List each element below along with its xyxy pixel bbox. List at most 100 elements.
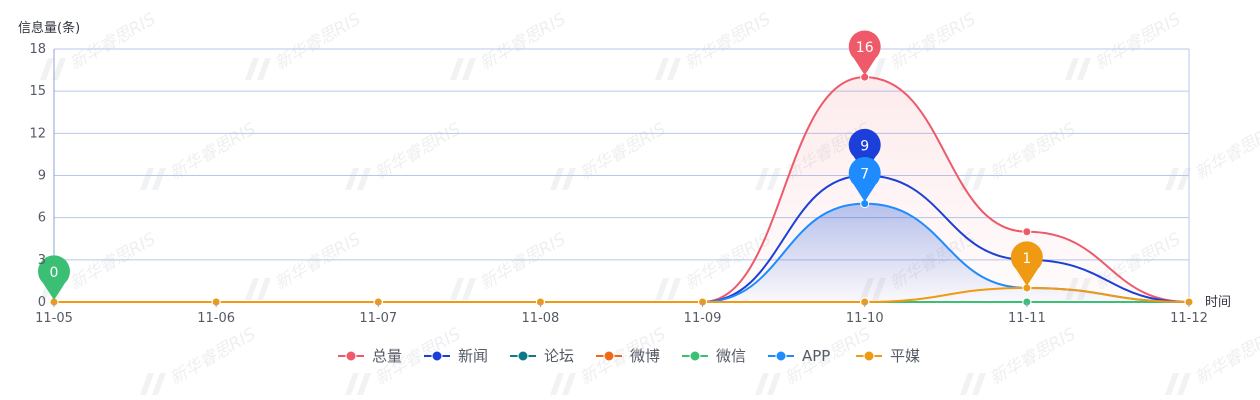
y-tick-label: 6: [38, 211, 46, 226]
legend-label: APP: [802, 347, 830, 365]
watermark-text: 新华睿思RIS: [1192, 324, 1260, 389]
y-tick-label: 9: [38, 169, 46, 184]
legend-dot-icon: [775, 350, 787, 362]
watermark-text: 新华睿思RIS: [682, 9, 775, 74]
pin-label: 1: [1022, 251, 1031, 267]
watermark-text: 新华睿思RIS: [67, 9, 160, 74]
annotation-pin: 16: [848, 30, 881, 76]
watermark-logo-icon: [655, 58, 681, 80]
legend-item[interactable]: APP: [768, 347, 830, 365]
watermark-text: 新华睿思RIS: [577, 119, 670, 184]
watermark-logo-icon: [960, 168, 986, 190]
pin-marker-icon: [848, 128, 881, 174]
x-tick-label: 11-06: [197, 311, 235, 326]
watermark-logo-icon: [140, 168, 166, 190]
y-tick-label: 3: [38, 253, 46, 268]
watermark-logo-icon: [1165, 168, 1191, 190]
legend-dot-icon: [603, 350, 615, 362]
pin-label: 0: [50, 265, 59, 281]
watermark-logo-icon: [245, 278, 271, 300]
legend-label: 微博: [630, 347, 660, 365]
data-point[interactable]: [1022, 227, 1032, 237]
annotation-pin: 0: [37, 255, 70, 300]
x-axis-title: 时间: [1205, 295, 1231, 310]
x-tick-label: 11-09: [684, 311, 722, 326]
legend-dot-icon: [345, 350, 357, 362]
watermark-text: 新华睿思RIS: [477, 9, 570, 74]
watermark-logo-icon: [755, 168, 781, 190]
watermark-text: 新华睿思RIS: [887, 9, 980, 74]
watermark-logo-icon: [550, 168, 576, 190]
series-area: [54, 203, 1189, 302]
watermark: 新华睿思RIS: [1165, 119, 1260, 190]
watermark-logo-icon: [1165, 373, 1191, 395]
legend-item[interactable]: 总量: [338, 347, 402, 365]
watermark: 新华睿思RIS: [345, 119, 464, 190]
annotation-pin: 7: [848, 156, 881, 202]
x-tick-label: 11-12: [1170, 311, 1208, 326]
watermark: 新华睿思RIS: [450, 229, 569, 300]
watermark-logo-icon: [960, 373, 986, 395]
x-tick-label: 11-10: [846, 311, 884, 326]
pin-marker-icon: [848, 30, 881, 76]
watermark-text: 新华睿思RIS: [272, 229, 365, 294]
watermark-logo-icon: [450, 278, 476, 300]
watermark: 新华睿思RIS: [140, 324, 259, 395]
watermark: 新华睿思RIS: [1165, 324, 1260, 395]
watermark-text: 新华睿思RIS: [1092, 9, 1185, 74]
y-tick-label: 0: [38, 295, 46, 310]
annotation-pin: 9: [848, 128, 881, 174]
legend-label: 总量: [372, 347, 402, 365]
watermark-logo-icon: [755, 373, 781, 395]
legend-item[interactable]: 新闻: [424, 347, 488, 365]
pin-marker-icon: [37, 255, 70, 300]
legend-item[interactable]: 论坛: [510, 347, 574, 365]
watermark-logo-icon: [140, 373, 166, 395]
pin-marker-icon: [1010, 241, 1043, 286]
watermark-logo-icon: [550, 373, 576, 395]
watermark: 新华睿思RIS: [245, 229, 364, 300]
annotation-pin: 1: [1010, 241, 1043, 286]
watermark-text: 新华睿思RIS: [167, 324, 260, 389]
watermark-text: 新华睿思RIS: [987, 119, 1080, 184]
legend-label: 微信: [716, 347, 746, 365]
watermark-text: 新华睿思RIS: [1192, 119, 1260, 184]
watermark: 新华睿思RIS: [245, 9, 364, 80]
pin-label: 9: [860, 139, 869, 155]
x-tick-label: 11-05: [35, 311, 73, 326]
watermark-layer: 新华睿思RIS 新华睿思RIS 新华睿思RIS 新华睿思RIS 新华睿思RIS 新华睿思R…: [40, 9, 1260, 395]
watermark: 新华睿思RIS: [140, 119, 259, 190]
pin-label: 16: [856, 40, 874, 56]
watermark-logo-icon: [345, 168, 371, 190]
y-axis-title: 信息量(条): [18, 20, 80, 36]
watermark-text: 新华睿思RIS: [167, 119, 260, 184]
watermark-text: 新华睿思RIS: [272, 9, 365, 74]
legend-item[interactable]: 微信: [682, 347, 746, 365]
y-tick-label: 15: [29, 84, 46, 99]
legend-dot-icon: [517, 350, 529, 362]
watermark-logo-icon: [40, 58, 66, 80]
watermark: 新华睿思RIS: [450, 9, 569, 80]
series-line: [54, 286, 1190, 304]
legend-dot-icon: [431, 350, 443, 362]
watermark-logo-icon: [345, 373, 371, 395]
annotation-layer: 0 16 9 7 1: [37, 30, 1043, 300]
x-tick-label: 11-07: [359, 311, 397, 326]
area-layer: [54, 77, 1189, 302]
watermark: 新华睿思RIS: [345, 324, 464, 395]
watermark-text: 新华睿思RIS: [477, 229, 570, 294]
watermark-logo-icon: [655, 278, 681, 300]
watermark: 新华睿思RIS: [40, 9, 159, 80]
watermark-logo-icon: [245, 58, 271, 80]
watermark-text: 新华睿思RIS: [372, 119, 465, 184]
legend-dot-icon: [689, 350, 701, 362]
legend-dot-icon: [863, 350, 875, 362]
legend-item[interactable]: 微博: [596, 347, 660, 365]
watermark-text: 新华睿思RIS: [67, 229, 160, 294]
watermark: 新华睿思RIS: [960, 324, 1079, 395]
x-tick-label: 11-11: [1008, 311, 1046, 326]
legend-item[interactable]: 平媒: [856, 347, 920, 365]
